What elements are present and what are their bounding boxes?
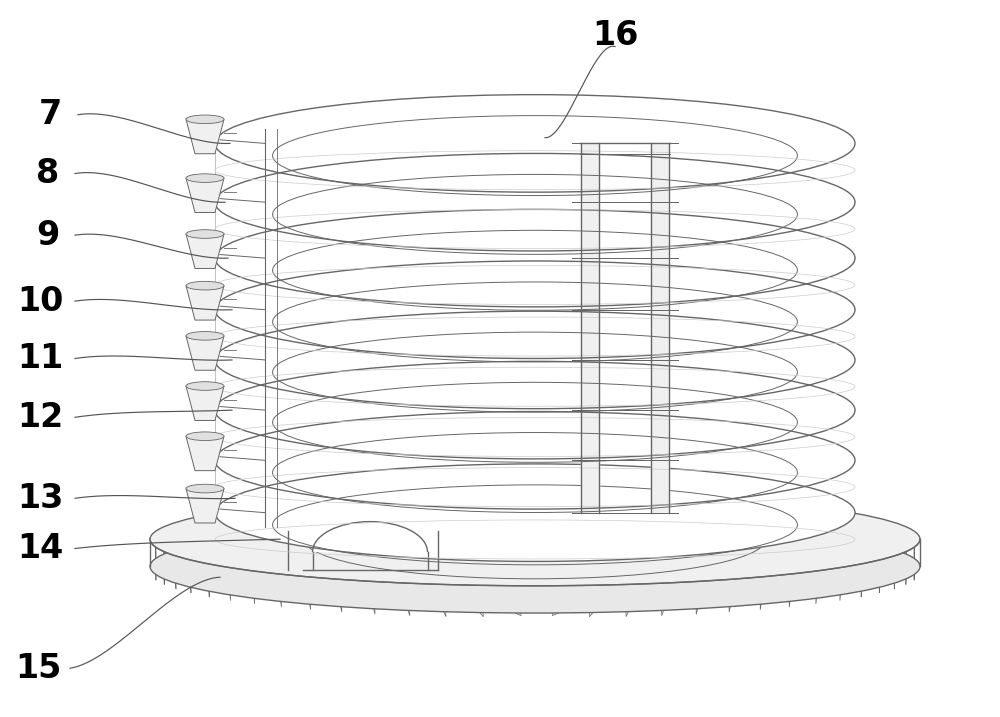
Polygon shape bbox=[309, 574, 311, 610]
Polygon shape bbox=[816, 568, 817, 604]
Text: 15: 15 bbox=[15, 652, 61, 685]
Polygon shape bbox=[186, 119, 224, 153]
Text: 16: 16 bbox=[592, 19, 638, 52]
Polygon shape bbox=[406, 581, 410, 616]
Ellipse shape bbox=[186, 432, 224, 440]
Text: 13: 13 bbox=[17, 482, 63, 515]
Ellipse shape bbox=[215, 153, 855, 251]
Text: 7: 7 bbox=[38, 98, 62, 131]
Polygon shape bbox=[760, 574, 762, 610]
Text: 10: 10 bbox=[17, 285, 63, 318]
Ellipse shape bbox=[215, 464, 855, 561]
Polygon shape bbox=[186, 285, 224, 320]
Ellipse shape bbox=[215, 361, 855, 459]
Ellipse shape bbox=[186, 174, 224, 182]
Polygon shape bbox=[186, 386, 224, 420]
Text: 8: 8 bbox=[36, 157, 60, 190]
Polygon shape bbox=[729, 576, 731, 612]
Text: 11: 11 bbox=[17, 342, 63, 375]
Ellipse shape bbox=[150, 493, 920, 586]
Ellipse shape bbox=[215, 95, 855, 192]
Polygon shape bbox=[696, 579, 698, 614]
Polygon shape bbox=[840, 565, 841, 601]
Polygon shape bbox=[280, 571, 281, 607]
Polygon shape bbox=[661, 581, 664, 616]
Polygon shape bbox=[186, 488, 224, 523]
Ellipse shape bbox=[215, 209, 855, 307]
Polygon shape bbox=[789, 571, 790, 607]
Polygon shape bbox=[477, 584, 483, 617]
Polygon shape bbox=[442, 582, 446, 617]
Polygon shape bbox=[186, 234, 224, 268]
Polygon shape bbox=[340, 576, 342, 612]
Polygon shape bbox=[588, 584, 594, 617]
Ellipse shape bbox=[186, 281, 224, 290]
Polygon shape bbox=[253, 568, 255, 604]
Polygon shape bbox=[625, 582, 630, 617]
Text: 14: 14 bbox=[17, 532, 63, 565]
Ellipse shape bbox=[215, 311, 855, 409]
Ellipse shape bbox=[215, 261, 855, 358]
Polygon shape bbox=[186, 178, 224, 212]
Polygon shape bbox=[514, 586, 521, 616]
Ellipse shape bbox=[186, 115, 224, 123]
Polygon shape bbox=[186, 436, 224, 470]
Ellipse shape bbox=[186, 229, 224, 238]
Ellipse shape bbox=[150, 520, 920, 613]
Text: 12: 12 bbox=[17, 401, 63, 434]
Text: 9: 9 bbox=[36, 219, 60, 252]
Ellipse shape bbox=[186, 484, 224, 493]
Polygon shape bbox=[551, 586, 558, 616]
Ellipse shape bbox=[215, 412, 855, 509]
Ellipse shape bbox=[186, 381, 224, 390]
Polygon shape bbox=[372, 579, 375, 614]
Polygon shape bbox=[230, 565, 231, 601]
Polygon shape bbox=[186, 336, 224, 370]
Wedge shape bbox=[312, 511, 428, 552]
Ellipse shape bbox=[186, 331, 224, 340]
